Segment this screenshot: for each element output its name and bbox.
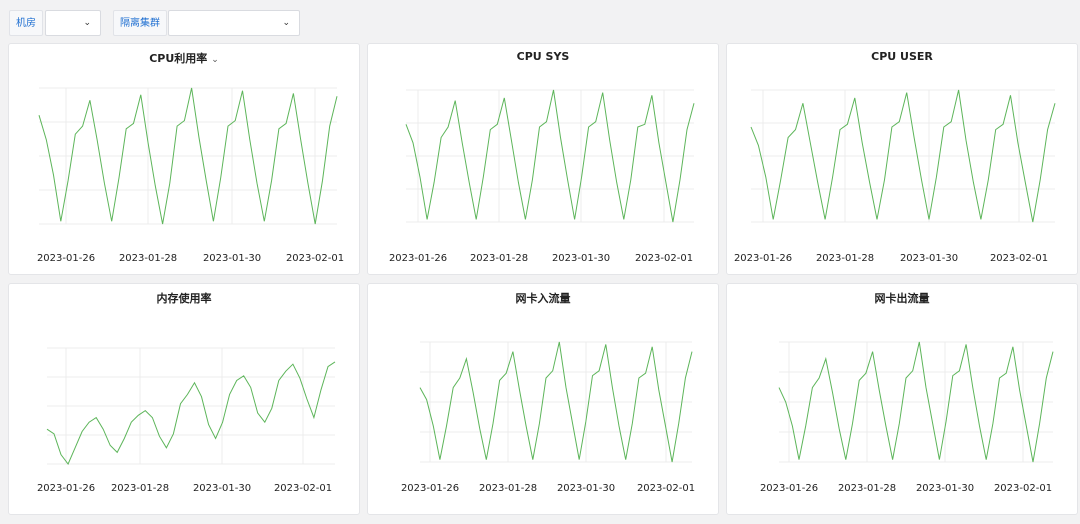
cpu-sys-chart: 2023-01-26 2023-01-28 2023-01-30 2023-02-01 (389, 89, 695, 264)
x-tick-label: 2023-01-28 (470, 253, 528, 264)
panel-title: CPU利用率 ⌄ (9, 50, 359, 66)
x-tick-label: 2023-01-28 (838, 483, 896, 494)
x-tick-label: 2023-01-26 (734, 253, 792, 264)
cpu-usage-chart: 2023-01-26 2023-01-28 2023-01-30 2023-02-01 (37, 87, 344, 264)
x-tick-label: 2023-02-01 (990, 253, 1048, 264)
x-tick-label: 2023-01-30 (900, 253, 958, 264)
x-tick-label: 2023-01-30 (916, 483, 974, 494)
cluster-select[interactable]: ⌄ (168, 10, 300, 36)
panel-title-text: CPU利用率 (149, 52, 208, 65)
panel-title-text: 网卡出流量 (874, 292, 930, 305)
x-tick-label: 2023-02-01 (994, 483, 1052, 494)
x-tick-label: 2023-01-26 (37, 253, 95, 264)
x-tick-label: 2023-01-26 (401, 483, 459, 494)
x-tick-label: 2023-02-01 (637, 483, 695, 494)
x-tick-label: 2023-01-28 (816, 253, 874, 264)
series-line (38, 87, 338, 225)
x-tick-label: 2023-02-01 (274, 483, 332, 494)
nic-inbound-chart: 2023-01-26 2023-01-28 2023-01-30 2023-02-01 (401, 341, 695, 494)
panel-title: 网卡出流量 (727, 290, 1077, 306)
panel-nic-inbound[interactable]: 2023-01-26 2023-01-28 2023-01-30 2023-02-01… (367, 283, 719, 515)
panel-cpu-sys[interactable]: 2023-01-26 2023-01-28 2023-01-30 2023-02-01… (367, 43, 719, 275)
nic-outbound-chart: 2023-01-26 2023-01-28 2023-01-30 2023-02-01 (760, 341, 1054, 494)
panel-title-text: 网卡入流量 (515, 292, 571, 305)
memory-usage-chart: 2023-01-26 2023-01-28 2023-01-30 2023-02-01 (37, 347, 336, 494)
x-tick-label: 2023-01-26 (37, 483, 95, 494)
series-line (750, 89, 1056, 223)
room-filter-label: 机房 (9, 10, 43, 36)
panel-title-text: CPU USER (871, 50, 933, 63)
panel-title-text: CPU SYS (516, 50, 570, 63)
cluster-filter-label: 隔离集群 (113, 10, 167, 36)
chevron-down-icon: ⌄ (282, 18, 290, 28)
series-line (46, 361, 336, 465)
panel-title: 网卡入流量 (368, 290, 718, 306)
panel-title-text: 内存使用率 (156, 292, 212, 305)
series-line (778, 341, 1054, 463)
x-tick-label: 2023-01-28 (479, 483, 537, 494)
panel-title: 内存使用率 (9, 290, 359, 306)
panel-cpu-usage[interactable]: 2023-01-26 2023-01-28 2023-01-30 2023-02-01… (8, 43, 360, 275)
x-tick-label: 2023-01-30 (203, 253, 261, 264)
x-tick-label: 2023-01-30 (552, 253, 610, 264)
panel-cpu-user[interactable]: 2023-01-26 2023-01-28 2023-01-30 2023-02-01… (726, 43, 1078, 275)
x-tick-label: 2023-01-30 (557, 483, 615, 494)
panel-title: CPU SYS (368, 50, 718, 63)
x-tick-label: 2023-02-01 (635, 253, 693, 264)
x-tick-label: 2023-01-26 (760, 483, 818, 494)
panel-memory-usage[interactable]: 2023-01-26 2023-01-28 2023-01-30 2023-02-01… (8, 283, 360, 515)
cpu-user-chart: 2023-01-26 2023-01-28 2023-01-30 2023-02-01 (734, 89, 1056, 264)
series-line (405, 89, 695, 223)
x-tick-label: 2023-02-01 (286, 253, 344, 264)
chevron-down-icon: ⌄ (83, 18, 91, 28)
chevron-down-icon[interactable]: ⌄ (211, 55, 219, 65)
x-tick-label: 2023-01-30 (193, 483, 251, 494)
x-tick-label: 2023-01-26 (389, 253, 447, 264)
x-tick-label: 2023-01-28 (111, 483, 169, 494)
series-line (419, 341, 693, 463)
x-tick-label: 2023-01-28 (119, 253, 177, 264)
panel-nic-outbound[interactable]: 2023-01-26 2023-01-28 2023-01-30 2023-02-01… (726, 283, 1078, 515)
room-select[interactable]: ⌄ (45, 10, 101, 36)
panel-title: CPU USER (727, 50, 1077, 63)
filter-bar: 机房 ⌄ 隔离集群 ⌄ (0, 0, 1080, 40)
